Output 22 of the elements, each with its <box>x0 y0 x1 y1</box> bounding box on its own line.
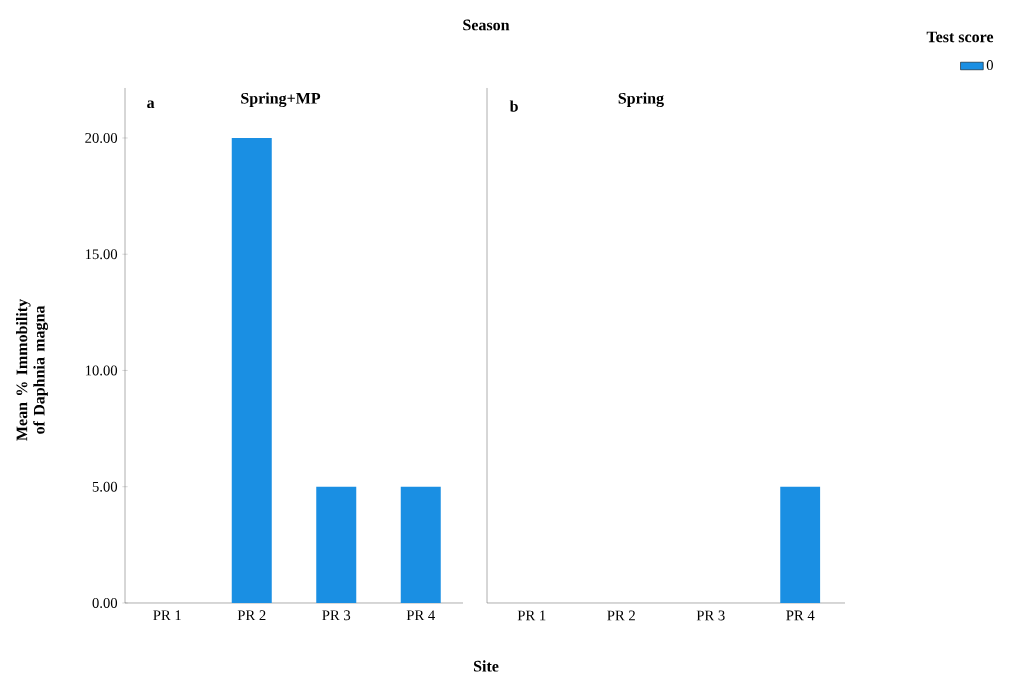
x-tick-label: PR 3 <box>696 610 725 621</box>
y-tick-label: 5.00 <box>92 481 118 492</box>
chart-title: Spring <box>618 92 664 108</box>
x-tick-label: PR 2 <box>237 610 266 621</box>
x-tick-label: PR 4 <box>786 610 815 621</box>
legend-label: 0 <box>986 60 993 71</box>
y-tick-label: 10.00 <box>85 365 118 376</box>
y-axis-title: Mean % Immobility of Daphnia magna <box>16 299 48 441</box>
text: Season <box>463 19 510 31</box>
chart-title: Spring+MP <box>241 92 321 108</box>
annotation: b <box>509 100 518 112</box>
y-tick-label: 15.00 <box>85 249 118 260</box>
x-tick-label: PR 3 <box>322 610 351 621</box>
x-tick-label: PR 2 <box>607 610 635 621</box>
annotation: a <box>147 100 155 109</box>
x-axis-title: Site <box>473 660 499 672</box>
x-tick-label: PR 1 <box>517 610 546 621</box>
x-tick-label: PR 4 <box>406 610 435 621</box>
legend-title: Test score <box>926 31 994 43</box>
y-tick-label: 20.00 <box>85 133 118 143</box>
x-tick-label: PR 1 <box>153 610 181 621</box>
y-tick-label: 0.00 <box>92 598 118 608</box>
